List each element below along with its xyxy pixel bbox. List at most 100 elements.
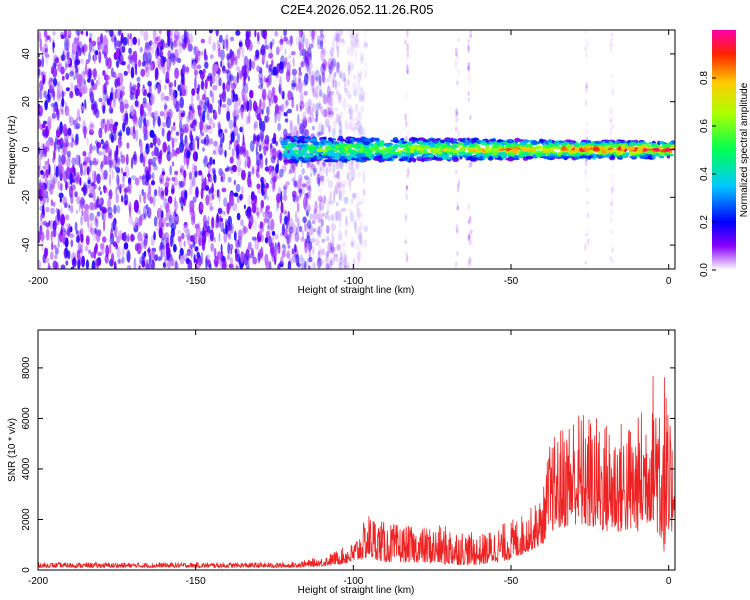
noise-speck [166,111,171,117]
noise-streak [468,75,471,81]
signal-cell [668,141,673,145]
signal-cell [328,137,333,141]
noise-streak [468,78,471,85]
noise-speck [172,161,174,167]
noise-speck [221,103,227,108]
noise-speck [147,264,150,269]
noise-speck [60,154,66,165]
noise-speck [64,105,70,117]
noise-speck [154,110,159,121]
noise-speck [358,110,363,118]
noise-speck [284,118,289,123]
noise-speck [330,246,336,253]
noise-speck [235,183,241,193]
signal-cell [486,153,493,157]
noise-streak [457,38,460,42]
noise-speck [303,175,309,180]
noise-speck [281,165,287,173]
noise-speck [75,30,81,36]
noise-speck [217,207,223,215]
noise-speck [213,173,217,184]
noise-speck [65,260,69,266]
noise-speck [357,125,360,134]
noise-speck [356,164,360,169]
noise-speck [50,102,55,108]
signal-cell [344,140,352,143]
noise-speck [114,78,119,89]
noise-speck [157,57,163,71]
noise-streak [455,169,458,174]
noise-speck [75,178,79,185]
noise-speck [310,74,315,87]
noise-speck [119,101,125,114]
noise-speck [146,102,151,111]
noise-speck [117,258,121,264]
noise-streak [469,183,471,186]
noise-speck [300,126,305,132]
signal-cell [423,150,429,154]
noise-speck [298,30,303,39]
noise-speck [196,251,200,259]
noise-speck [41,47,44,60]
noise-speck [124,165,130,178]
noise-speck [143,232,146,239]
noise-speck [248,221,252,230]
noise-speck [91,145,96,151]
noise-speck [265,209,270,214]
noise-speck [43,43,49,56]
noise-speck [167,195,173,204]
noise-speck [353,74,356,80]
signal-cell [429,138,438,142]
noise-speck [263,144,267,156]
noise-speck [349,35,355,40]
noise-speck [144,166,149,176]
noise-speck [197,138,200,150]
noise-speck [40,181,45,195]
noise-speck [262,88,267,101]
signal-cell [453,138,457,142]
signal-cell [575,156,579,160]
noise-speck [323,72,326,85]
noise-speck [127,181,132,195]
noise-speck [335,113,340,124]
signal-cell [362,140,371,146]
noise-speck [39,225,43,235]
noise-speck [38,111,41,116]
signal-cell [528,153,533,157]
noise-speck [154,254,159,262]
noise-streak [585,121,589,126]
noise-speck [66,227,71,237]
noise-speck [98,127,103,139]
noise-speck [166,30,171,39]
noise-speck [317,122,324,134]
noise-speck [159,150,163,156]
noise-speck [69,233,74,239]
noise-speck [86,166,90,176]
noise-speck [256,183,261,190]
noise-speck [233,192,239,197]
noise-speck [300,118,305,127]
noise-speck [264,115,267,123]
noise-speck [162,121,167,128]
signal-cell [561,143,566,147]
noise-speck [99,190,102,196]
noise-speck [125,126,131,136]
noise-streak [609,119,612,124]
noise-speck [130,233,135,243]
noise-streak [584,168,587,176]
noise-speck [112,220,116,232]
noise-speck [189,180,194,189]
noise-speck [183,253,188,262]
noise-speck [258,144,262,152]
noise-speck [179,247,184,257]
noise-speck [317,250,321,262]
noise-speck [195,151,198,162]
noise-speck [64,30,67,39]
noise-speck [148,162,151,175]
noise-speck [309,112,314,123]
noise-speck [356,251,360,258]
noise-speck [307,116,312,124]
noise-speck [277,245,281,254]
noise-streak [404,113,407,122]
spectrogram-x-label: Height of straight line (km) [298,285,415,296]
